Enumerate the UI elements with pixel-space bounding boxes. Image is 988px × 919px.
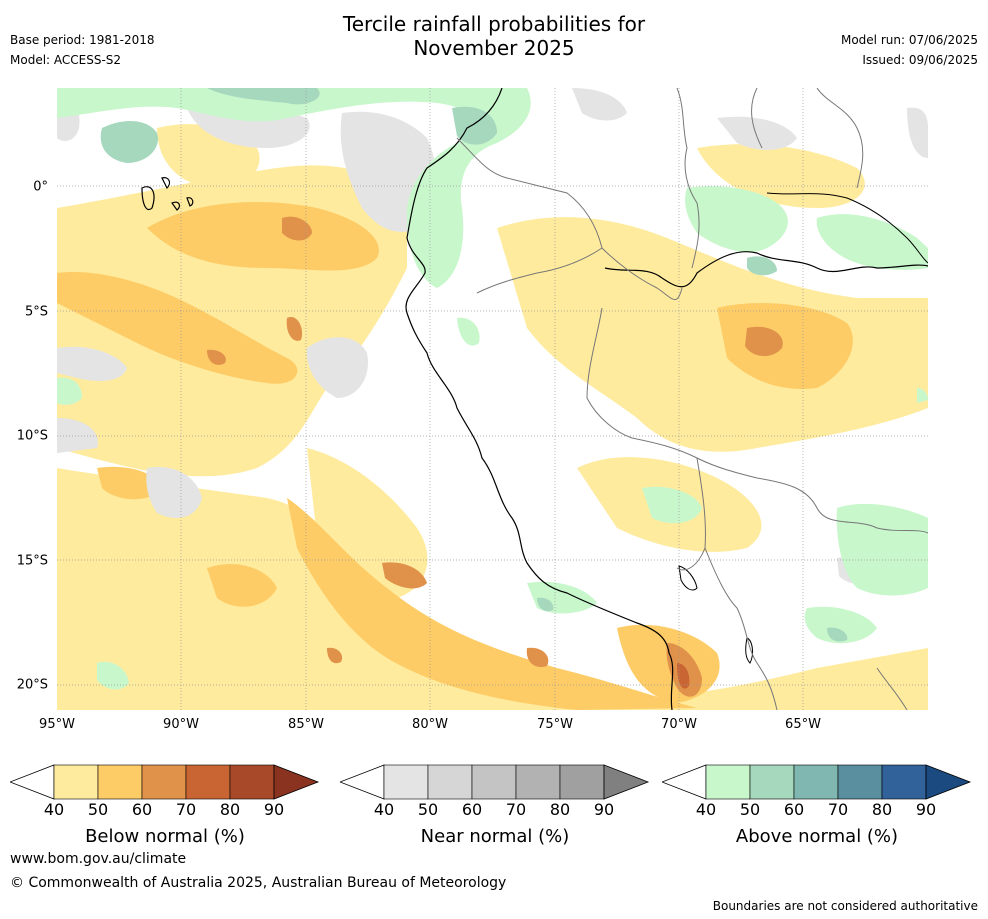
- colorbar-title: Below normal (%): [85, 826, 245, 847]
- colorbar-above-normal-ramp: [660, 764, 972, 800]
- colorbar-segment: [229, 764, 275, 800]
- colorbar-segment: [383, 764, 429, 800]
- colorbar-over-triangle: [273, 764, 320, 800]
- lat-label: 0°: [33, 179, 48, 195]
- colorbar-tick: 90: [593, 800, 615, 819]
- colorbar-under-triangle: [338, 764, 385, 800]
- galapagos-islands: [141, 177, 194, 211]
- lake-titicaca: [678, 565, 754, 664]
- colorbar-segment: [705, 764, 751, 800]
- title-line-2: November 2025: [413, 36, 575, 60]
- colorbar-tick: 80: [219, 800, 241, 819]
- colorbar-tick: 90: [263, 800, 285, 819]
- meta-right: Model run: 07/06/2025 Issued: 09/06/2025: [841, 30, 978, 70]
- issued-text: Issued: 09/06/2025: [862, 53, 978, 67]
- model-run-text: Model run: 07/06/2025: [840, 33, 978, 47]
- colorbar-near-normal-ramp: [338, 764, 650, 800]
- footer-note: Boundaries are not considered authoritat…: [712, 899, 978, 913]
- colorbar-tick: 60: [461, 800, 483, 819]
- colorbar-tick: 40: [695, 800, 717, 819]
- colorbar-segment: [427, 764, 473, 800]
- colorbar-segment: [141, 764, 187, 800]
- colorbar-over-triangle: [925, 764, 972, 800]
- colorbar-segment: [881, 764, 927, 800]
- meta-left: Base period: 1981-2018 Model: ACCESS-S2: [10, 30, 155, 70]
- colorbar-above-normal: 40 50 60 70 80 90 Above normal (%): [660, 760, 972, 860]
- lon-label: 80°W: [412, 717, 448, 732]
- colorbar-segment: [749, 764, 795, 800]
- colorbar-tick: 50: [739, 800, 761, 819]
- colorbar-tick: 70: [175, 800, 197, 819]
- lat-label: 5°S: [24, 304, 48, 320]
- lon-label: 95°W: [39, 717, 75, 732]
- lat-label: 20°S: [16, 677, 48, 693]
- lon-label: 85°W: [288, 717, 324, 732]
- map-canvas: [57, 88, 928, 710]
- lon-label: 70°W: [661, 717, 697, 732]
- colorbar-tick: 50: [87, 800, 109, 819]
- colorbar-under-triangle: [660, 764, 707, 800]
- colorbar-tick: 70: [827, 800, 849, 819]
- colorbar-segment: [793, 764, 839, 800]
- colorbar-segment: [97, 764, 143, 800]
- below-normal-50-60-regions: [57, 202, 853, 710]
- colorbar-below-normal: 40 50 60 70 80 90 Below normal (%): [8, 760, 320, 860]
- lat-label: 10°S: [16, 428, 48, 444]
- colorbar-segment: [559, 764, 605, 800]
- above-normal-40-50-regions: [57, 88, 928, 690]
- colorbar-tick: 60: [131, 800, 153, 819]
- gridlines: [57, 88, 928, 710]
- colorbar-tick: 90: [915, 800, 937, 819]
- colorbar-tick: 40: [373, 800, 395, 819]
- amazon-coast: [604, 251, 928, 288]
- colorbar-under-triangle: [8, 764, 55, 800]
- title-line-1: Tercile rainfall probabilities for: [342, 12, 646, 36]
- colorbar-below-normal-ramp: [8, 764, 320, 800]
- above-normal-50-60-regions: [100, 88, 848, 642]
- amazon-river: [766, 192, 928, 264]
- lat-label: 15°S: [16, 553, 48, 569]
- colorbar-tick: 80: [871, 800, 893, 819]
- lon-label: 75°W: [537, 717, 573, 732]
- lon-label: 90°W: [163, 717, 199, 732]
- below-normal-70-80-regions: [677, 663, 690, 689]
- colorbar-segment: [837, 764, 883, 800]
- footer-copyright: © Commonwealth of Australia 2025, Austra…: [10, 875, 507, 891]
- colorbar-tick: 70: [505, 800, 527, 819]
- footer-url: www.bom.gov.au/climate: [10, 851, 187, 867]
- colorbar-title: Near normal (%): [420, 826, 570, 847]
- colorbar-segment: [471, 764, 517, 800]
- colorbar-tick: 60: [783, 800, 805, 819]
- colorbar-over-triangle: [603, 764, 650, 800]
- colorbar-segment: [515, 764, 561, 800]
- model-text: Model: ACCESS-S2: [10, 53, 122, 67]
- colorbar-tick: 50: [417, 800, 439, 819]
- base-period-text: Base period: 1981-2018: [10, 33, 155, 47]
- colorbar-tick: 40: [43, 800, 65, 819]
- coastline: [405, 88, 674, 710]
- colorbar-title: Above normal (%): [735, 826, 899, 847]
- lon-label: 65°W: [785, 717, 821, 732]
- colorbar-segment: [53, 764, 99, 800]
- probability-map: [57, 88, 928, 710]
- colorbar-segment: [185, 764, 231, 800]
- colorbar-tick: 80: [549, 800, 571, 819]
- country-borders: [456, 88, 928, 710]
- colorbar-near-normal: 40 50 60 70 80 90 Near normal (%): [338, 760, 650, 860]
- map-title: Tercile rainfall probabilities for Novem…: [0, 12, 988, 60]
